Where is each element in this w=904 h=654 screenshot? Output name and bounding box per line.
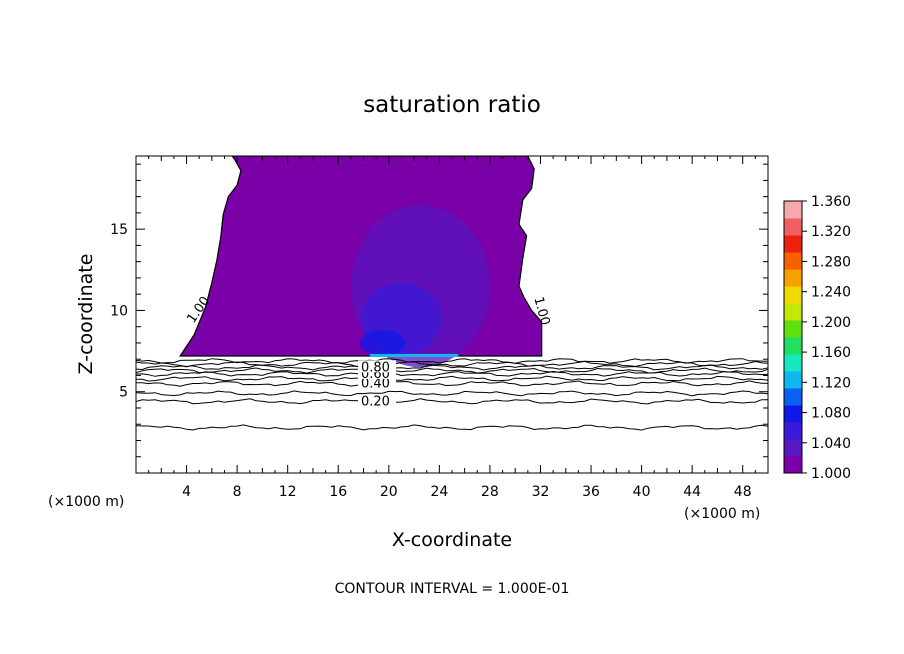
colorbar-frame (783, 200, 803, 474)
contour-line-0.30 (136, 390, 768, 397)
colorbar-swatch (784, 303, 802, 321)
contour-line-0.90 (136, 360, 768, 368)
plot-area (179, 156, 543, 368)
contour-line-0.70 (136, 367, 768, 374)
x-tick-label: 16 (329, 484, 347, 500)
contour-line-0.80 (136, 364, 768, 371)
colorbar-swatch (784, 422, 802, 440)
x-axis-label: X-coordinate (392, 529, 512, 551)
y-axis-label: Z-coordinate (75, 254, 97, 375)
cloud-base-band (369, 353, 459, 357)
x-tick-label: 28 (481, 484, 499, 500)
contour-label-bg-0.20 (357, 394, 396, 407)
colorbar-tick-label: 1.120 (811, 375, 851, 391)
contour-line-0.20 (136, 398, 768, 405)
colorbar-tick-label: 1.240 (811, 285, 851, 301)
colorbar-tick-label: 1.040 (811, 436, 851, 452)
x-tick-label: 20 (380, 484, 398, 500)
x-unit-right: (×1000 m) (684, 506, 760, 522)
colorbar-swatch (784, 337, 802, 355)
colorbar-swatch (784, 201, 802, 219)
colorbar-swatch (784, 405, 802, 423)
colorbar-swatch (784, 439, 802, 457)
contour-line-0.40 (136, 380, 768, 387)
contour-label-bg-0.80 (357, 360, 396, 373)
contour-label-0.80: 0.80 (361, 360, 390, 375)
colorbar-swatch (784, 371, 802, 389)
colorbar-tick-label: 1.320 (811, 224, 851, 240)
x-tick-label: 24 (430, 484, 448, 500)
colorbar-swatch (784, 354, 802, 372)
x-tick-label: 12 (279, 484, 297, 500)
x-tick-label: 32 (532, 484, 550, 500)
colorbar-swatch (784, 286, 802, 304)
saturation-core-3 (359, 329, 406, 356)
colorbar-tick-label: 1.000 (811, 466, 851, 482)
colorbar-swatch (784, 235, 802, 253)
x-tick-label: 36 (582, 484, 600, 500)
contour-lines (136, 358, 768, 431)
x-tick-label: 40 (633, 484, 651, 500)
y-tick-label: 5 (119, 385, 128, 401)
contour-line-0.60 (136, 370, 768, 377)
colorbar-tick-label: 1.080 (811, 406, 851, 422)
chart-title: saturation ratio (363, 92, 541, 118)
x-tick-label: 4 (182, 484, 191, 500)
contour-label-0.40: 0.40 (361, 377, 390, 392)
colorbar-swatch (784, 269, 802, 287)
colorbar: 1.360 1.320 1.280 1.240 1.200 1.160 1.120 1.080… (783, 194, 851, 482)
colorbar-swatch (784, 456, 802, 474)
x-tick-label: 48 (734, 484, 752, 500)
x-unit-left: (×1000 m) (48, 494, 124, 510)
colorbar-tick-label: 1.280 (811, 254, 851, 270)
contour-label-bg-0.40 (357, 376, 396, 389)
colorbar-swatch (784, 388, 802, 406)
colorbar-swatch (784, 218, 802, 236)
contour-interval-footer: CONTOUR INTERVAL = 1.000E-01 (335, 581, 570, 597)
x-tick-label: 44 (683, 484, 701, 500)
y-tick-label: 10 (110, 303, 128, 319)
region-edge-label-2: 1.00 (530, 295, 552, 327)
contour-line-0.95 (136, 358, 768, 364)
y-tick-label: 15 (110, 222, 128, 238)
x-tick-label: 8 (233, 484, 242, 500)
colorbar-swatch (784, 320, 802, 338)
colorbar-tick-label: 1.200 (811, 315, 851, 331)
colorbar-tick-label: 1.360 (811, 194, 851, 210)
colorbar-swatch (784, 252, 802, 270)
contour-line-0.50 (136, 375, 768, 382)
colorbar-tick-label: 1.160 (811, 345, 851, 361)
contour-label-0.20: 0.20 (361, 394, 390, 409)
contour-line-0.10 (136, 424, 768, 431)
